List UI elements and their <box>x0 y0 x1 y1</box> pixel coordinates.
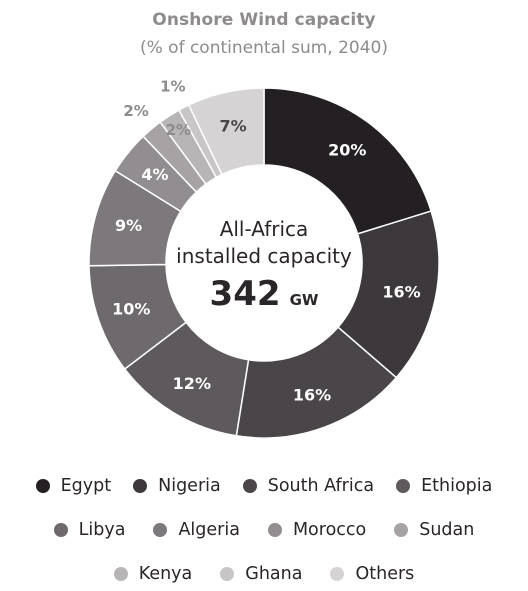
slice-label-algeria: 9% <box>115 216 142 235</box>
svg-text:342 GW: 342 GW <box>210 274 319 314</box>
legend-item-kenya: Kenya <box>113 564 193 584</box>
center-total-value: 342 <box>210 274 281 314</box>
slice-label-kenya: 2% <box>166 121 191 139</box>
legend-item-algeria: Algeria <box>153 520 240 540</box>
legend-label: Egypt <box>60 476 112 496</box>
legend-swatch <box>394 523 409 537</box>
legend-item-libya: Libya <box>53 520 126 540</box>
legend-swatch <box>35 479 50 493</box>
legend-item-nigeria: Nigeria <box>133 476 221 496</box>
legend-swatch <box>396 479 411 493</box>
center-label-line1: All-Africa <box>220 217 309 241</box>
slice-label-morocco: 4% <box>141 165 168 184</box>
legend-label: Ghana <box>245 564 303 584</box>
legend-label: South Africa <box>267 476 375 496</box>
legend-item-ethiopia: Ethiopia <box>396 476 492 496</box>
slice-label-ghana: 1% <box>160 77 185 95</box>
center-total-unit: GW <box>290 291 319 309</box>
slice-label-nigeria: 16% <box>382 282 420 301</box>
chart-subtitle: (% of continental sum, 2040) <box>139 38 388 58</box>
legend-item-sudan: Sudan <box>394 520 474 540</box>
legend-swatch <box>53 523 68 537</box>
legend-item-others: Others <box>330 564 414 584</box>
legend-item-egypt: Egypt <box>35 476 112 496</box>
slice-label-sudan: 2% <box>123 102 148 120</box>
legend-label: Others <box>355 564 415 584</box>
legend-swatch <box>113 567 128 581</box>
legend-swatch <box>267 523 282 537</box>
legend-label: Algeria <box>178 520 240 540</box>
chart-title: Onshore Wind capacity <box>152 10 376 30</box>
legend-swatch <box>220 567 235 581</box>
legend-label: Sudan <box>419 520 475 540</box>
legend-item-ghana: Ghana <box>220 564 302 584</box>
legend-label: Morocco <box>292 520 367 540</box>
legend-label: Libya <box>78 520 126 540</box>
legend-label: Nigeria <box>158 476 221 496</box>
legend-swatch <box>133 479 148 493</box>
legend-label: Kenya <box>138 564 193 584</box>
slice-label-egypt: 20% <box>328 140 366 159</box>
slice-label-ethiopia: 12% <box>173 374 211 393</box>
legend-item-south-africa: South Africa <box>242 476 375 496</box>
legend-swatch <box>330 567 345 581</box>
donut-chart: 20% 16% 16% 12% 10% 9% 4% 2% 2% 1% 7% All-Africa i… <box>88 77 440 439</box>
legend-row-2: Libya Algeria Morocco Sudan <box>0 520 528 540</box>
legend-row-3: Kenya Ghana Others <box>0 564 528 584</box>
slice-egypt <box>263 87 433 235</box>
center-label-line2: installed capacity <box>176 244 352 268</box>
legend-swatch <box>153 523 168 537</box>
legend-row-1: Egypt Nigeria South Africa Ethiopia <box>0 476 528 496</box>
legend-label: Ethiopia <box>421 476 493 496</box>
slice-label-others: 7% <box>219 117 246 136</box>
legend-swatch <box>242 479 257 493</box>
slice-others <box>187 87 265 176</box>
slice-label-libya: 10% <box>112 300 150 319</box>
slice-label-south-africa: 16% <box>293 386 331 405</box>
legend-item-morocco: Morocco <box>267 520 367 540</box>
